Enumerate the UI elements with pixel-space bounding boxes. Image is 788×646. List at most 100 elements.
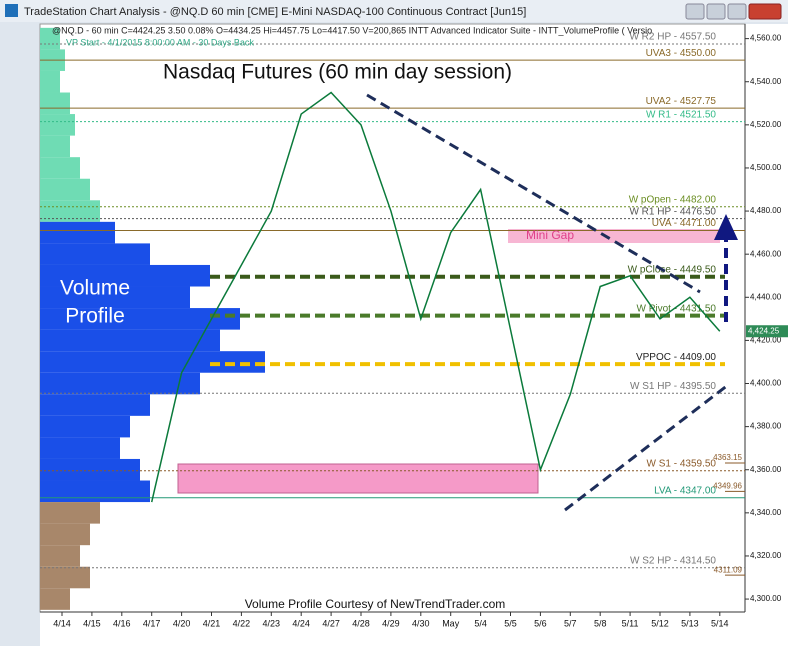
profile-bar (40, 178, 90, 201)
chart-header: @NQ.D - 60 min C=4424.25 3.50 0.08% O=44… (52, 25, 652, 35)
window-title: TradeStation Chart Analysis - @NQ.D 60 m… (24, 6, 526, 18)
x-tick-label: 4/15 (83, 618, 101, 628)
y-tick-label: 4,420.00 (750, 336, 782, 345)
x-axis-area (40, 612, 788, 646)
level-label: VPPOC - 4409.00 (636, 352, 716, 363)
price-line (150, 91, 721, 503)
mini-gap-box (508, 229, 720, 243)
x-tick-label: 4/16 (113, 618, 131, 628)
y-tick-label: 4,500.00 (750, 163, 782, 172)
profile-bar (40, 135, 70, 158)
level-label: W Pivot - 4431.50 (637, 303, 717, 314)
x-tick-label: 4/14 (53, 618, 71, 628)
profile-bar (40, 588, 70, 610)
profile-title: Volume (60, 277, 130, 300)
profile-bar (40, 351, 265, 373)
tag-label: 4363.15 (713, 453, 742, 462)
profile-bar (40, 157, 80, 179)
level-label: W S1 - 4359.50 (647, 458, 717, 469)
profile-bar (40, 437, 120, 459)
y-tick-label: 4,360.00 (750, 465, 782, 474)
chart-title: Nasdaq Futures (60 min day session) (163, 61, 512, 84)
y-tick-label: 4,400.00 (750, 379, 782, 388)
title-bar (0, 0, 788, 22)
volume-profile (40, 27, 265, 610)
x-tick-label: 5/14 (711, 618, 729, 628)
app-icon (5, 4, 18, 17)
gap-box (177, 463, 539, 494)
trendline-up (564, 383, 729, 512)
level-label: W pClose - 4449.50 (628, 264, 717, 275)
x-tick-label: 5/12 (651, 618, 669, 628)
x-tick-label: 4/21 (203, 618, 221, 628)
y-tick-label: 4,380.00 (750, 422, 782, 431)
profile-bar (40, 243, 150, 265)
x-tick-label: 5/13 (681, 618, 699, 628)
x-tick-label: 4/22 (233, 618, 251, 628)
y-tick-label: 4,340.00 (750, 508, 782, 517)
profile-bar (40, 329, 220, 352)
x-tick-label: 4/30 (412, 618, 430, 628)
x-tick-label: 4/24 (292, 618, 310, 628)
x-tick-label: 5/5 (504, 618, 517, 628)
y-tick-label: 4,560.00 (750, 34, 782, 43)
profile-bar (40, 372, 200, 395)
profile-bar (40, 502, 100, 524)
gap-label: Mini Gap (526, 228, 574, 242)
tag-label: 4311.09 (714, 565, 743, 574)
profile-bar (40, 566, 90, 589)
y-tick-label: 4,480.00 (750, 206, 782, 215)
x-tick-label: 4/20 (173, 618, 191, 628)
level-label: UVA3 - 4550.00 (646, 48, 717, 59)
sync-button[interactable] (685, 3, 705, 20)
y-tick-label: 4,320.00 (750, 551, 782, 560)
x-tick-label: 5/7 (564, 618, 577, 628)
level-label: W S1 HP - 4395.50 (630, 381, 716, 392)
profile-bar (40, 394, 150, 416)
x-tick-label: 4/17 (143, 618, 161, 628)
profile-bar (40, 264, 210, 287)
profile-bar (40, 458, 140, 481)
profile-bar (40, 200, 100, 222)
x-tick-label: 5/6 (534, 618, 547, 628)
footer: Volume Profile Courtesy of NewTrendTrade… (245, 597, 506, 611)
x-tick-label: 5/11 (622, 618, 639, 628)
y-axis-area (745, 24, 788, 612)
x-tick-label: 4/28 (352, 618, 370, 628)
tag-label: 4349.96 (713, 481, 742, 490)
maximize-button[interactable] (727, 3, 747, 20)
y-tick-label: 4,460.00 (750, 249, 782, 258)
level-label: W R1 HP - 4476.50 (629, 206, 716, 217)
profile-bar (40, 480, 150, 503)
y-tick-label: 4,440.00 (750, 292, 782, 301)
x-tick-label: 5/4 (474, 618, 487, 628)
trendline-down (366, 93, 701, 294)
x-tick-label: 5/8 (594, 618, 607, 628)
target-arrow-head (714, 214, 738, 240)
price-series (150, 91, 721, 503)
level-label: UVA2 - 4527.75 (646, 96, 717, 107)
profile-bar (40, 92, 70, 115)
x-tick-label: 4/23 (263, 618, 281, 628)
level-label: W R1 - 4521.50 (646, 109, 716, 120)
minimize-button[interactable] (706, 3, 726, 20)
profile-bar (40, 286, 190, 309)
level-label: W S2 HP - 4314.50 (630, 555, 716, 566)
level-label: UVA - 4471.00 (652, 218, 717, 229)
last-price-label: 4,424.25 (748, 326, 780, 335)
profile-bar (40, 221, 115, 244)
close-button[interactable] (748, 3, 782, 20)
level-label: LVA - 4347.00 (654, 485, 716, 496)
profile-bar (40, 545, 80, 567)
x-tick-label: 4/27 (322, 618, 340, 628)
profile-bar (40, 308, 240, 330)
profile-title: Profile (65, 305, 125, 328)
level-label: W pOpen - 4482.00 (629, 194, 717, 205)
y-tick-label: 4,300.00 (750, 594, 782, 603)
profile-bar (40, 523, 90, 546)
chart-subheader: VP Start - 4/1/2015 8:00:00 AM - 30 Days… (66, 37, 254, 47)
y-tick-label: 4,540.00 (750, 77, 782, 86)
levels: W R2 HP - 4557.50 UVA3 - 4550.00 UVA2 - 45… (40, 32, 745, 569)
y-tick-label: 4,520.00 (750, 120, 782, 129)
